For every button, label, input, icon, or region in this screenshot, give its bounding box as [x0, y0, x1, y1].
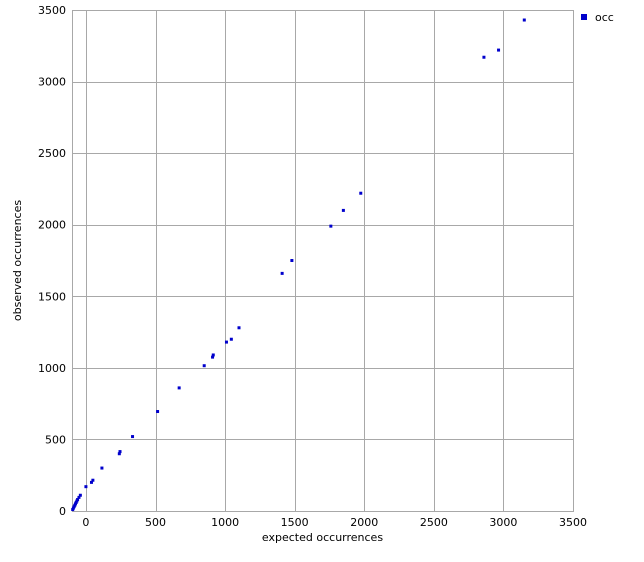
data-point: [280, 271, 284, 275]
data-point: [329, 224, 333, 228]
data-point: [156, 410, 160, 414]
y-tick-label: 2500: [38, 147, 66, 160]
data-point: [117, 452, 121, 456]
data-point: [100, 466, 104, 470]
x-tick-label: 2000: [350, 516, 378, 529]
y-tick-label: 3000: [38, 76, 66, 89]
data-point: [290, 259, 294, 262]
data-point: [177, 386, 181, 390]
data-point: [77, 495, 81, 499]
y-tick-label: 1000: [38, 362, 66, 375]
legend: occ: [581, 11, 614, 24]
y-axis-label: observed occurrences: [11, 200, 24, 321]
y-tick-label: 500: [45, 433, 66, 446]
plot-border: [72, 10, 574, 512]
data-points: [71, 18, 526, 512]
data-point: [131, 435, 135, 439]
y-tick-label: 1500: [38, 290, 66, 303]
x-tick-label: 3500: [559, 516, 587, 529]
x-axis-label: expected occurrences: [262, 531, 383, 544]
y-tick-label: 0: [59, 505, 66, 518]
data-point: [78, 493, 82, 497]
legend-marker-occ: [581, 14, 587, 20]
x-tick-label: 0: [82, 516, 89, 529]
data-point: [211, 355, 215, 359]
data-point: [89, 480, 93, 484]
data-point: [359, 191, 363, 195]
data-point: [229, 337, 233, 341]
data-point: [76, 498, 80, 502]
x-tick-label: 500: [145, 516, 166, 529]
grid-lines: [72, 10, 574, 512]
data-point: [522, 18, 526, 22]
y-tick-label: 3500: [38, 4, 66, 17]
y-tick-label: 2000: [38, 219, 66, 232]
data-point: [341, 208, 345, 212]
data-point: [202, 364, 206, 368]
y-tick-labels: 0 500 1000 1500 2000 2500 3000 3500: [38, 4, 66, 518]
legend-label-occ: occ: [595, 11, 614, 24]
data-point: [91, 478, 95, 482]
data-point: [118, 450, 122, 454]
x-tick-label: 1500: [281, 516, 309, 529]
data-point: [482, 55, 486, 59]
data-point: [497, 48, 501, 52]
x-tick-label: 1000: [211, 516, 239, 529]
x-tick-labels: 0 500 1000 1500 2000 2500 3000 3500: [82, 516, 587, 529]
data-point: [84, 485, 88, 489]
x-tick-label: 2500: [420, 516, 448, 529]
data-point: [224, 340, 228, 344]
data-point: [237, 326, 241, 330]
x-tick-label: 3000: [489, 516, 517, 529]
data-point: [211, 353, 215, 357]
